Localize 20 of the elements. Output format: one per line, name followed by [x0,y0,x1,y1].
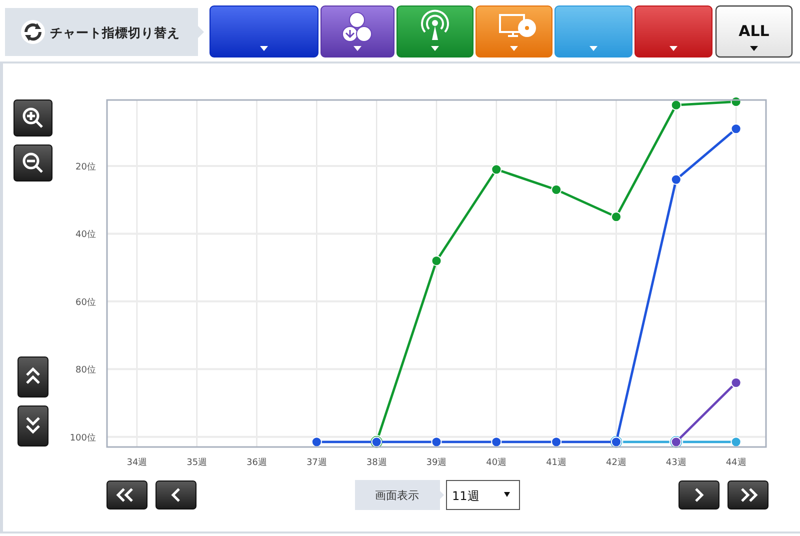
y-tick-label: 40位 [76,229,96,240]
x-tick-label: 40週 [486,457,507,468]
x-tick-label: 38週 [366,457,387,468]
text: ALL [738,22,770,40]
x-tick-label: 36週 [246,457,267,468]
x-tick-label: 39週 [426,457,447,468]
x-tick-label: 34週 [126,457,148,468]
x-tick-label: 35週 [186,457,208,468]
x-tick-label: 43週 [666,457,686,468]
y-tick-label: 100位 [70,432,96,444]
text: 11週 [452,489,480,503]
y-tick-label: 20位 [76,162,96,173]
x-tick-label: 44週 [726,457,746,468]
x-tick-label: 37週 [306,457,327,468]
x-tick-label: 41週 [546,457,567,468]
text: チャート指標切り替え [50,25,180,40]
text: 画面表示 [375,489,419,502]
x-tick-label: 42週 [606,457,626,468]
y-tick-label: 60位 [76,296,96,308]
y-tick-label: 80位 [76,364,96,376]
